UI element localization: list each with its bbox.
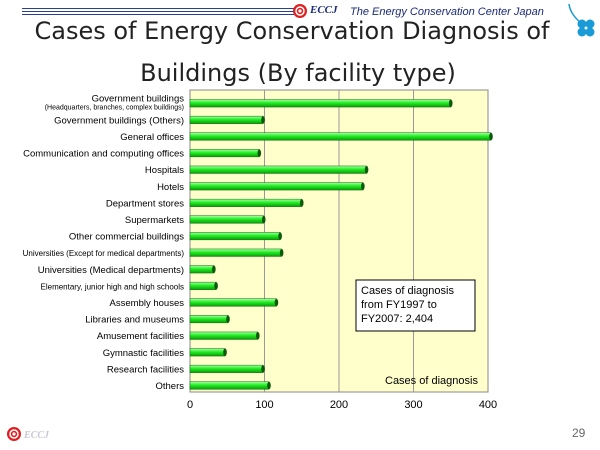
category-label: Amusement facilities: [97, 331, 184, 342]
category-label: Universities (Medical departments): [38, 265, 184, 276]
bar-end-cap: [257, 149, 262, 157]
category-label: Others: [155, 381, 184, 392]
eccj-logo-icon: [293, 4, 307, 18]
bar-end-cap: [255, 331, 260, 340]
category-label: Hotels: [157, 182, 184, 193]
bar-end-cap: [299, 199, 304, 207]
bar-end-cap: [364, 165, 369, 174]
slide-title-line-1: Cases of Energy Conservation Diagnosis o…: [34, 17, 550, 45]
category-label: Government buildings (Others): [54, 115, 184, 126]
category-label: Government buildings: [92, 93, 185, 104]
bar: [189, 281, 217, 290]
header-stripe: [22, 8, 294, 9]
category-label: Gymnastic facilities: [103, 348, 185, 359]
bar-end-cap: [261, 215, 266, 224]
bar-end-cap: [489, 132, 493, 141]
bar-end-cap: [261, 116, 265, 124]
bar: [189, 182, 364, 191]
annotation-line-3: FY2007: 2,404: [361, 313, 433, 325]
axis-caption: Cases of diagnosis: [385, 375, 478, 387]
slide-header: ECCJ The Energy Conservation Center Japa…: [0, 0, 600, 37]
header-organization: The Energy Conservation Center Japan: [350, 6, 544, 18]
header-stripe: [22, 11, 294, 12]
bar-end-cap: [448, 99, 453, 108]
bar: [189, 149, 260, 158]
bar-end-cap: [279, 248, 284, 257]
header-stripe: [22, 14, 294, 15]
bar-end-cap: [274, 298, 279, 307]
annotation-line-1: Cases of diagnosis: [361, 285, 454, 297]
bar: [189, 298, 277, 307]
bar-end-cap: [226, 315, 230, 323]
category-label: Elementary, junior high and high schools: [41, 282, 185, 291]
category-label: Research facilities: [107, 364, 184, 375]
x-tick-label: 100: [255, 399, 273, 411]
bar: [189, 165, 367, 174]
category-label: General offices: [120, 132, 184, 143]
annotation-line-2: from FY1997 to: [361, 299, 437, 311]
bar-end-cap: [267, 381, 271, 390]
bar: [189, 215, 265, 224]
category-label: Communication and computing offices: [23, 149, 184, 160]
bar-end-cap: [212, 265, 216, 274]
bar: [189, 381, 270, 390]
bar: [189, 115, 264, 124]
bar: [189, 331, 259, 340]
clover-logo-icon: [568, 3, 595, 37]
x-tick-label: 200: [330, 399, 348, 411]
bar: [189, 248, 282, 257]
category-label: Universities (Except for medical departm…: [23, 249, 185, 258]
category-label: Other commercial buildings: [69, 232, 184, 243]
annotation-box: [355, 279, 476, 332]
category-sublabel: (Headquarters, branches, complex buildin…: [45, 104, 184, 111]
category-label: Libraries and museums: [85, 315, 184, 326]
footer-brand: ECCJ: [24, 430, 50, 441]
bar: [189, 265, 215, 274]
bar: [189, 198, 302, 207]
bar: [189, 132, 492, 141]
bar: [189, 99, 451, 108]
footer-logo-icon: [7, 427, 21, 441]
category-label: Assembly houses: [110, 298, 185, 309]
slide-title-line-2: Buildings (By facility type): [140, 59, 456, 87]
bar: [189, 348, 226, 357]
category-label: Department stores: [106, 198, 184, 209]
x-tick-label: 0: [187, 399, 193, 411]
bar-end-cap: [278, 232, 282, 240]
category-label: Hospitals: [145, 165, 184, 176]
header-brand: ECCJ: [310, 4, 338, 16]
bar: [189, 364, 264, 373]
bar-end-cap: [361, 182, 365, 191]
category-label: Supermarkets: [125, 215, 184, 226]
x-tick-label: 400: [479, 399, 497, 411]
bar: [189, 315, 229, 324]
bar-end-cap: [214, 282, 218, 290]
page-number: 29: [572, 426, 586, 440]
x-tick-label: 300: [404, 399, 422, 411]
bar-end-cap: [223, 348, 227, 357]
bar-end-cap: [261, 365, 265, 373]
bar: [189, 232, 281, 241]
